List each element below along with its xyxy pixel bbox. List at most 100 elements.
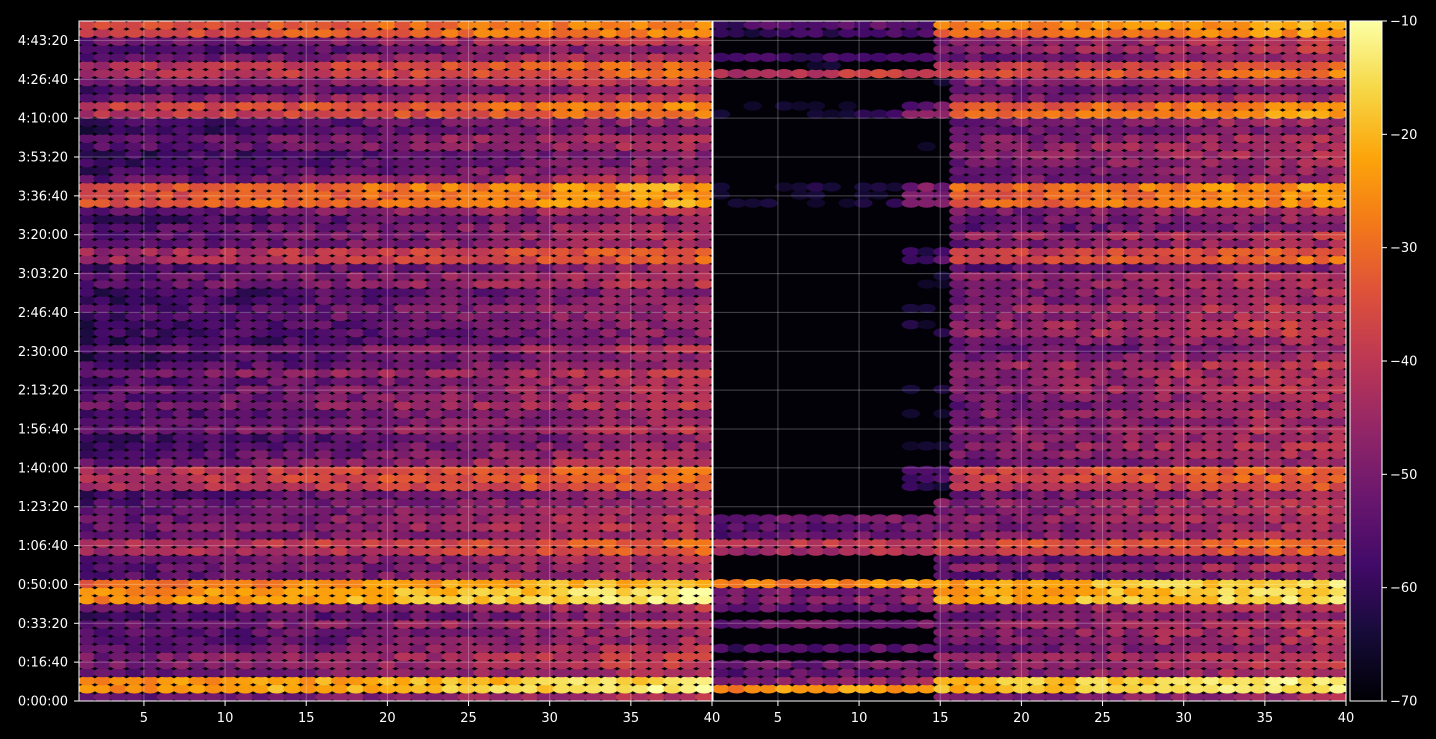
heatmap-cell bbox=[568, 320, 587, 330]
heatmap-cell bbox=[251, 247, 271, 257]
heatmap-cell bbox=[1297, 400, 1316, 411]
heatmap-cell bbox=[172, 587, 192, 597]
heatmap-cell bbox=[520, 514, 540, 524]
heatmap-cell bbox=[299, 311, 318, 322]
heatmap-cell bbox=[1123, 522, 1142, 532]
heatmap-cell bbox=[299, 530, 318, 540]
heatmap-cell bbox=[1091, 400, 1110, 411]
heatmap-cell bbox=[425, 263, 445, 273]
heatmap-cell bbox=[125, 230, 144, 241]
heatmap-cell bbox=[663, 214, 682, 224]
heatmap-cell bbox=[552, 441, 571, 451]
heatmap-cell bbox=[1154, 481, 1174, 492]
heatmap-cell bbox=[410, 174, 429, 184]
heatmap-cell bbox=[346, 109, 366, 119]
heatmap-cell bbox=[283, 263, 302, 273]
heatmap-cell bbox=[220, 425, 239, 435]
heatmap-cell bbox=[330, 239, 350, 249]
heatmap-cell bbox=[1139, 538, 1158, 548]
heatmap-cell bbox=[1297, 635, 1316, 645]
heatmap-cell bbox=[125, 457, 144, 467]
heatmap-cell bbox=[679, 239, 698, 249]
heatmap-cell bbox=[251, 214, 271, 224]
heatmap-cell bbox=[299, 587, 318, 597]
heatmap-cell bbox=[1012, 417, 1031, 427]
heatmap-cell bbox=[1297, 392, 1316, 402]
heatmap-cell bbox=[1139, 441, 1158, 451]
heatmap-cell bbox=[885, 579, 905, 589]
heatmap-cell bbox=[330, 651, 350, 662]
heatmap-cell bbox=[663, 320, 682, 330]
heatmap-cell bbox=[425, 514, 445, 524]
heatmap-cell bbox=[220, 109, 239, 119]
heatmap-cell bbox=[631, 498, 650, 508]
heatmap-cell bbox=[679, 692, 698, 701]
heatmap-cell bbox=[394, 643, 413, 654]
heatmap-cell bbox=[79, 538, 97, 548]
heatmap-cell bbox=[647, 490, 666, 500]
heatmap-cell bbox=[1186, 595, 1205, 605]
heatmap-cell bbox=[1328, 570, 1346, 581]
heatmap-cell bbox=[188, 255, 207, 265]
heatmap-cell bbox=[505, 441, 524, 451]
heatmap-cell bbox=[1139, 676, 1158, 686]
heatmap-cell bbox=[520, 433, 540, 443]
heatmap-cell bbox=[870, 660, 889, 670]
heatmap-cell bbox=[251, 465, 271, 475]
heatmap-cell bbox=[425, 190, 445, 200]
heatmap-cell bbox=[188, 498, 207, 508]
heatmap-cell bbox=[220, 660, 239, 670]
heatmap-cell bbox=[980, 651, 1000, 662]
heatmap-cell bbox=[775, 660, 794, 670]
heatmap-cell bbox=[679, 409, 698, 419]
heatmap-cell bbox=[315, 668, 334, 678]
heatmap-cell bbox=[362, 344, 381, 354]
heatmap-cell bbox=[1107, 692, 1126, 701]
heatmap-cell bbox=[1202, 303, 1221, 313]
heatmap-cell bbox=[584, 409, 603, 419]
heatmap-cell bbox=[1139, 692, 1158, 701]
heatmap-cell bbox=[1328, 660, 1346, 670]
heatmap-cell bbox=[1044, 570, 1063, 581]
heatmap-cell bbox=[505, 481, 524, 492]
heatmap-cell bbox=[1139, 328, 1158, 338]
heatmap-cell bbox=[901, 579, 920, 589]
heatmap-cell bbox=[188, 473, 207, 483]
heatmap-cell bbox=[631, 627, 650, 637]
heatmap-cell bbox=[93, 417, 112, 427]
heatmap-cell bbox=[283, 133, 302, 143]
heatmap-cell bbox=[330, 344, 350, 354]
heatmap-cell bbox=[615, 498, 635, 508]
heatmap-cell bbox=[410, 247, 429, 257]
heatmap-cell bbox=[980, 554, 1000, 564]
panel-right-marks bbox=[713, 21, 1346, 701]
heatmap-cell bbox=[156, 627, 176, 637]
panel-frame bbox=[78, 20, 713, 702]
heatmap-cell bbox=[283, 595, 302, 605]
heatmap-cell bbox=[854, 579, 873, 589]
heatmap-cell bbox=[410, 295, 429, 305]
heatmap-cell bbox=[996, 433, 1015, 443]
heatmap-cell bbox=[1202, 344, 1221, 354]
heatmap-cell bbox=[584, 141, 603, 152]
heatmap-cell bbox=[568, 522, 587, 532]
heatmap-cell bbox=[172, 198, 192, 208]
heatmap-cell bbox=[1218, 279, 1237, 289]
heatmap-cell bbox=[631, 514, 650, 524]
heatmap-cell bbox=[552, 214, 571, 224]
heatmap-cell bbox=[584, 498, 603, 508]
heatmap-cell bbox=[1123, 409, 1142, 419]
heatmap-cell bbox=[188, 546, 207, 556]
heatmap-cell bbox=[647, 400, 666, 411]
heatmap-cell bbox=[568, 360, 587, 370]
heatmap-cell bbox=[441, 465, 461, 475]
heatmap-cell bbox=[694, 668, 712, 678]
heatmap-cell bbox=[1313, 684, 1332, 694]
heatmap-cell bbox=[1313, 271, 1332, 281]
heatmap-cell bbox=[378, 465, 397, 475]
heatmap-cell bbox=[694, 125, 712, 135]
heatmap-cell bbox=[520, 376, 540, 386]
heatmap-cell bbox=[1281, 417, 1300, 427]
heatmap-cell bbox=[1249, 595, 1269, 605]
heatmap-cell bbox=[505, 117, 524, 127]
